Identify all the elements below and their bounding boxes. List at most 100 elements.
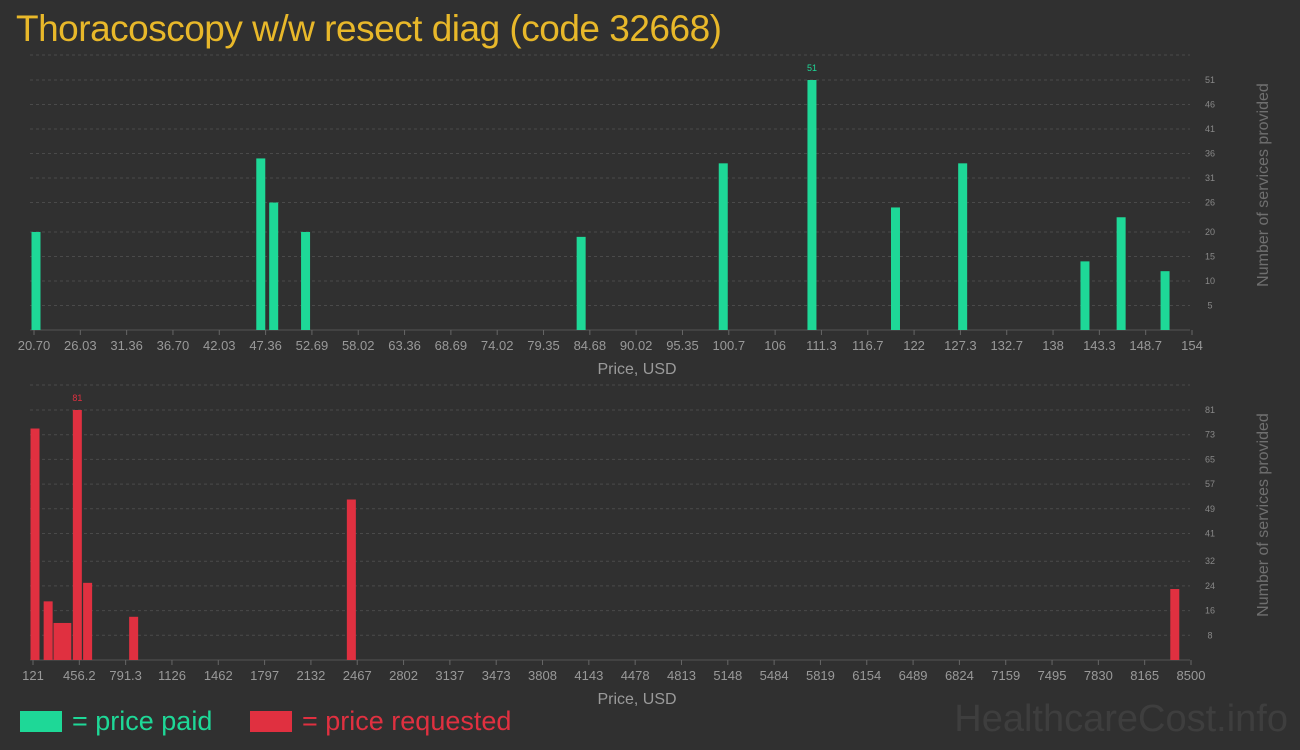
bar <box>53 622 63 660</box>
legend-price-requested: = price requested <box>250 705 511 737</box>
x-tick-label: 121 <box>22 668 44 683</box>
y-axis-label: Number of services provided <box>1255 413 1272 617</box>
y-tick-label: 5 <box>1207 300 1212 310</box>
x-tick-label: 100.7 <box>713 338 746 353</box>
x-tick-label: 1462 <box>204 668 233 683</box>
x-axis-label: Price, USD <box>597 361 676 378</box>
x-tick-label: 36.70 <box>157 338 190 353</box>
y-tick-label: 36 <box>1205 149 1215 159</box>
bar <box>62 622 72 660</box>
x-tick-label: 5148 <box>713 668 742 683</box>
bar <box>1160 271 1170 330</box>
x-tick-label: 106 <box>764 338 786 353</box>
x-tick-label: 6489 <box>899 668 928 683</box>
y-tick-label: 24 <box>1205 581 1215 591</box>
bar <box>30 428 40 660</box>
x-tick-label: 47.36 <box>249 338 282 353</box>
x-tick-label: 4143 <box>574 668 603 683</box>
x-tick-label: 2802 <box>389 668 418 683</box>
x-tick-label: 63.36 <box>388 338 421 353</box>
y-axis-label: Number of services provided <box>1255 83 1272 287</box>
chart-title: Thoracoscopy w/w resect diag (code 32668… <box>16 8 722 49</box>
y-tick-label: 15 <box>1205 251 1215 261</box>
x-tick-label: 111.3 <box>806 338 837 353</box>
y-tick-label: 65 <box>1205 454 1215 464</box>
x-tick-label: 74.02 <box>481 338 514 353</box>
y-tick-label: 20 <box>1205 227 1215 237</box>
bar <box>958 163 968 330</box>
x-tick-label: 122 <box>903 338 925 353</box>
x-tick-label: 138 <box>1042 338 1064 353</box>
bar <box>83 582 93 660</box>
x-tick-label: 26.03 <box>64 338 97 353</box>
x-tick-label: 127.3 <box>944 338 977 353</box>
x-tick-label: 31.36 <box>110 338 143 353</box>
bar <box>129 616 139 660</box>
x-tick-label: 1126 <box>158 668 186 683</box>
x-tick-label: 20.70 <box>18 338 51 353</box>
y-tick-label: 31 <box>1205 173 1215 183</box>
x-tick-label: 4478 <box>621 668 650 683</box>
x-tick-label: 95.35 <box>666 338 699 353</box>
x-tick-label: 58.02 <box>342 338 375 353</box>
y-tick-label: 8 <box>1207 630 1212 640</box>
y-tick-label: 46 <box>1205 100 1215 110</box>
x-tick-label: 5819 <box>806 668 835 683</box>
legend-paid-label: = price paid <box>72 705 213 736</box>
bar-value-label: 51 <box>807 63 817 73</box>
bar <box>256 158 266 330</box>
x-tick-label: 148.7 <box>1129 338 1162 353</box>
x-tick-label: 132.7 <box>990 338 1023 353</box>
y-tick-label: 16 <box>1205 606 1215 616</box>
y-tick-label: 41 <box>1205 528 1215 538</box>
bar <box>1116 217 1126 330</box>
y-tick-label: 32 <box>1205 556 1215 566</box>
watermark: HealthcareCost.info <box>954 698 1288 740</box>
x-tick-label: 90.02 <box>620 338 653 353</box>
y-tick-label: 51 <box>1205 75 1215 85</box>
bar <box>807 80 817 330</box>
y-tick-label: 26 <box>1205 198 1215 208</box>
legend-requested-label: = price requested <box>302 705 512 736</box>
legend-price-paid: = price paid <box>20 705 212 737</box>
x-tick-label: 154 <box>1181 338 1203 353</box>
x-tick-label: 52.69 <box>296 338 329 353</box>
bar <box>890 207 900 330</box>
x-tick-label: 3808 <box>528 668 557 683</box>
bar <box>31 231 41 330</box>
x-tick-label: 7830 <box>1084 668 1113 683</box>
legend-paid-swatch <box>20 710 62 732</box>
x-tick-label: 143.3 <box>1083 338 1116 353</box>
legend-requested-swatch <box>250 710 292 732</box>
x-tick-label: 3473 <box>482 668 511 683</box>
bar <box>269 202 279 330</box>
x-tick-label: 2132 <box>296 668 325 683</box>
x-tick-label: 1797 <box>250 668 279 683</box>
x-axis-label: Price, USD <box>597 691 676 708</box>
x-tick-label: 456.2 <box>63 668 96 683</box>
x-tick-label: 84.68 <box>574 338 607 353</box>
x-tick-label: 4813 <box>667 668 696 683</box>
x-tick-label: 8165 <box>1130 668 1159 683</box>
y-tick-label: 41 <box>1205 124 1215 134</box>
y-tick-label: 49 <box>1205 504 1215 514</box>
x-tick-label: 6824 <box>945 668 974 683</box>
x-tick-label: 791.3 <box>109 668 142 683</box>
bar <box>576 236 586 330</box>
x-tick-label: 79.35 <box>527 338 560 353</box>
bar <box>301 231 311 330</box>
bar <box>718 163 728 330</box>
x-tick-label: 7495 <box>1038 668 1067 683</box>
x-tick-label: 3137 <box>435 668 464 683</box>
bar <box>1080 261 1090 330</box>
bar <box>43 601 53 660</box>
x-tick-label: 42.03 <box>203 338 236 353</box>
y-tick-label: 10 <box>1205 276 1215 286</box>
x-tick-label: 8500 <box>1177 668 1206 683</box>
x-tick-label: 6154 <box>852 668 881 683</box>
x-tick-label: 5484 <box>760 668 789 683</box>
x-tick-label: 68.69 <box>435 338 468 353</box>
y-tick-label: 81 <box>1205 405 1215 415</box>
bar <box>1170 589 1180 660</box>
